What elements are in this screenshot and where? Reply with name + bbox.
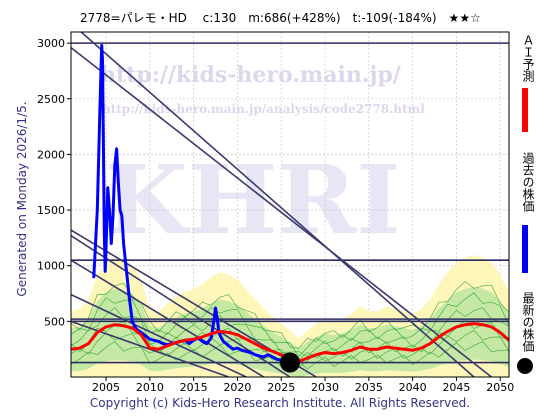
x-tick-label: 2025: [267, 381, 295, 394]
x-tick-label: 2030: [311, 381, 339, 394]
legend-label-past-price: 過去の株価: [521, 152, 535, 212]
y-tick-label: 3000: [37, 37, 65, 50]
trend-line: [79, 32, 475, 377]
y-tick-label: 2500: [37, 93, 65, 106]
watermark-url-main: http://kids-hero.main.jp/: [100, 62, 402, 88]
x-tick-label: 2005: [92, 381, 120, 394]
axis-ticks: 2005 2010 2015 2020 2025 2030 2035 2040 2045 2050…: [37, 37, 514, 394]
x-tick-label: 2010: [136, 381, 164, 394]
legend-swatch-ai-forecast: [522, 88, 528, 132]
forecast-band-inner: [71, 287, 509, 377]
y-tick-label: 2000: [37, 148, 65, 161]
forecast-scenario-line: [71, 307, 509, 357]
x-tick-label: 2035: [355, 381, 383, 394]
latest-price-dot: [280, 352, 300, 373]
x-tick-label: 2020: [223, 381, 251, 394]
y-tick-label: 1000: [37, 260, 65, 273]
x-tick-label: 2045: [442, 381, 470, 394]
legend-label-ai-forecast: ＡＩ予測: [521, 34, 535, 82]
y-tick-label: 1500: [37, 204, 65, 217]
generated-date-note: Generated on Monday 2026/1/5.: [15, 101, 29, 297]
watermark: KHRI http://kids-hero.main.jp/ http://ki…: [100, 62, 425, 256]
legend-swatch-latest-price: [517, 358, 533, 374]
x-tick-label: 2015: [180, 381, 208, 394]
legend-label-latest-price: 最新の株価: [521, 292, 535, 352]
trend-line: [71, 259, 265, 377]
legend-swatch-past-price: [522, 225, 528, 273]
plot-frame: [70, 31, 510, 378]
watermark-url-analysis: http://kids-hero.main.jp/analysis/code27…: [102, 102, 425, 116]
watermark-khri: KHRI: [105, 145, 401, 256]
trend-line: [71, 46, 492, 377]
copyright-footer: Copyright (c) Kids-Hero Research Institu…: [89, 396, 471, 410]
trend-line: [71, 293, 247, 377]
y-tick-label: 500: [44, 315, 65, 328]
x-tick-label: 2040: [399, 381, 427, 394]
chart-title: 2778=パレモ・HD c:130 m:686(+428%) t:-109(-1…: [80, 11, 481, 25]
x-tick-label: 2050: [486, 381, 514, 394]
forecast-scenario-line: [71, 280, 509, 349]
latest-price-marker: [280, 352, 300, 373]
horizontal-levels: [71, 42, 509, 364]
